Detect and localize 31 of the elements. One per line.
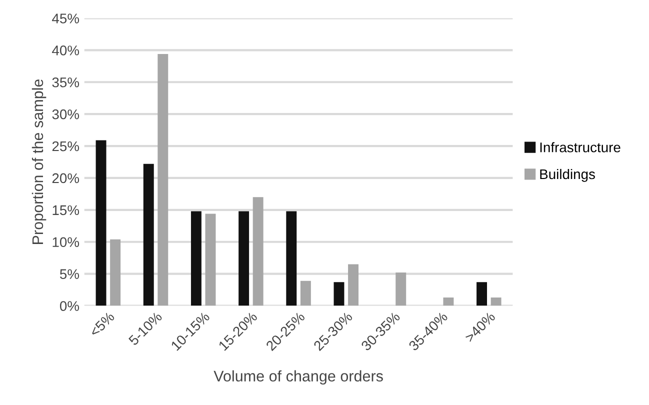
y-axis-title: Proportion of the sample: [32, 79, 46, 244]
bar: [396, 272, 406, 306]
bar: [348, 264, 359, 306]
bar: [443, 297, 454, 306]
y-tick-label: 45%: [52, 14, 80, 24]
bar: [286, 211, 297, 306]
bar: [96, 140, 106, 306]
y-tick-label: 0%: [60, 301, 80, 311]
y-tick-label: 35%: [52, 77, 80, 88]
y-tick-label: 20%: [52, 173, 80, 184]
bar: [143, 164, 154, 306]
bar: [190, 211, 202, 306]
bar: [110, 239, 121, 306]
bar: [238, 211, 250, 306]
y-tick-label: 30%: [52, 109, 80, 120]
legend-label: Infrastructure: [540, 142, 620, 152]
bar: [158, 54, 168, 306]
bar: [476, 282, 488, 306]
bar: [334, 282, 344, 306]
bar: [252, 197, 264, 306]
bar: [490, 297, 502, 306]
y-tick-label: 25%: [52, 141, 80, 152]
y-tick-label: 40%: [52, 46, 80, 56]
bar: [205, 214, 216, 306]
bar: [300, 280, 311, 306]
y-tick-label: 5%: [60, 269, 80, 279]
y-tick-label: 10%: [52, 237, 80, 248]
legend-label: Buildings: [540, 168, 595, 182]
x-tick-label: <5%: [89, 311, 116, 338]
x-axis-title: Volume of change orders: [214, 370, 383, 385]
y-tick-label: 15%: [52, 205, 80, 216]
